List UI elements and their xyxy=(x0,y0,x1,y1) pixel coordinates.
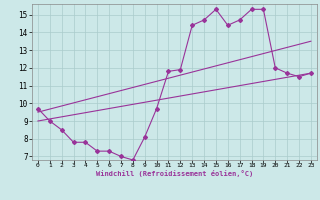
X-axis label: Windchill (Refroidissement éolien,°C): Windchill (Refroidissement éolien,°C) xyxy=(96,170,253,177)
